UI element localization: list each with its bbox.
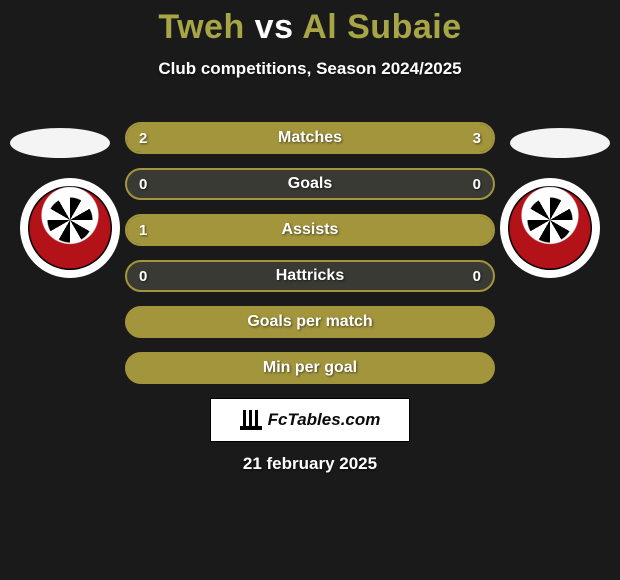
subtitle: Club competitions, Season 2024/2025 <box>0 59 620 79</box>
stat-row: 1 Assists <box>125 214 495 246</box>
watermark: FcTables.com <box>210 398 410 442</box>
stat-label: Goals per match <box>247 313 372 331</box>
stat-value-right: 3 <box>473 130 481 147</box>
stat-value-left: 0 <box>139 268 147 285</box>
player-b-head-placeholder <box>510 128 610 158</box>
title-player-a: Tweh <box>158 8 244 46</box>
stat-row: 2 3 Matches <box>125 122 495 154</box>
date-label: 21 february 2025 <box>0 454 620 474</box>
player-a-club-logo <box>20 178 120 278</box>
bar-fill-left <box>127 124 273 152</box>
club-logo-icon <box>508 186 592 270</box>
stat-row: Goals per match <box>125 306 495 338</box>
watermark-text: FcTables.com <box>268 410 381 430</box>
stat-label: Matches <box>278 129 342 147</box>
stat-label: Hattricks <box>276 267 344 285</box>
stat-value-right: 0 <box>473 268 481 285</box>
bar-chart-icon <box>240 410 262 430</box>
stat-label: Min per goal <box>263 359 357 377</box>
stat-value-left: 2 <box>139 130 147 147</box>
comparison-card: Tweh vs Al Subaie Club competitions, Sea… <box>0 0 620 580</box>
stat-label: Assists <box>282 221 339 239</box>
title-vs: vs <box>245 8 302 46</box>
player-b-club-logo <box>500 178 600 278</box>
club-logo-icon <box>28 186 112 270</box>
title-player-b: Al Subaie <box>302 8 461 46</box>
stat-row: Min per goal <box>125 352 495 384</box>
stat-value-right: 0 <box>473 176 481 193</box>
stat-rows: 2 3 Matches 0 0 Goals 1 Assists 0 0 Hattricks Goals… <box>125 122 495 384</box>
stat-row: 0 0 Hattricks <box>125 260 495 292</box>
page-title: Tweh vs Al Subaie <box>0 0 620 47</box>
stat-value-left: 0 <box>139 176 147 193</box>
player-a-head-placeholder <box>10 128 110 158</box>
stat-value-left: 1 <box>139 222 147 239</box>
stat-label: Goals <box>288 175 332 193</box>
stat-row: 0 0 Goals <box>125 168 495 200</box>
